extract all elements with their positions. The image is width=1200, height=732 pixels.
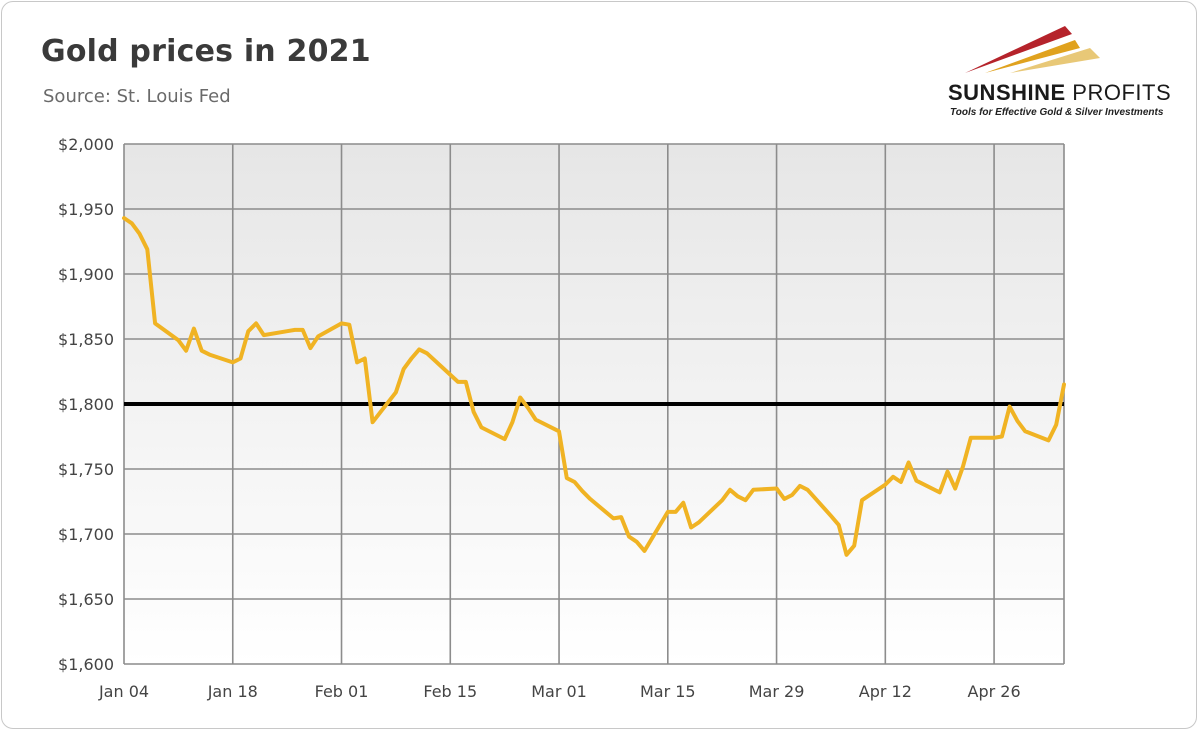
x-tick-label: Mar 01 — [531, 682, 587, 701]
x-tick-label: Mar 29 — [749, 682, 805, 701]
y-tick-label: $1,650 — [58, 590, 114, 609]
y-tick-label: $1,750 — [58, 460, 114, 479]
y-tick-label: $2,000 — [58, 135, 114, 154]
y-tick-label: $1,900 — [58, 265, 114, 284]
y-tick-label: $1,950 — [58, 200, 114, 219]
chart-title: Gold prices in 2021 — [41, 34, 371, 69]
chart-subtitle: Source: St. Louis Fed — [43, 86, 231, 107]
y-tick-label: $1,700 — [58, 525, 114, 544]
x-tick-label: Apr 26 — [968, 682, 1021, 701]
sunshine-profits-logo: SUNSHINE PROFITS Tools for Effective Gol… — [930, 18, 1180, 118]
logo-name: SUNSHINE PROFITS — [948, 80, 1172, 105]
x-tick-label: Jan 18 — [207, 682, 258, 701]
y-tick-label: $1,600 — [58, 655, 114, 674]
x-tick-label: Mar 15 — [640, 682, 696, 701]
y-tick-label: $1,850 — [58, 330, 114, 349]
x-tick-label: Feb 15 — [423, 682, 477, 701]
logo-tagline: Tools for Effective Gold & Silver Invest… — [950, 107, 1164, 118]
gold-price-line — [122, 216, 1066, 557]
x-tick-label: Apr 12 — [859, 682, 912, 701]
x-tick-label: Feb 01 — [315, 682, 369, 701]
logo-swoosh-icon — [965, 26, 1100, 73]
x-tick-label: Jan 04 — [98, 682, 149, 701]
y-tick-label: $1,800 — [58, 395, 114, 414]
